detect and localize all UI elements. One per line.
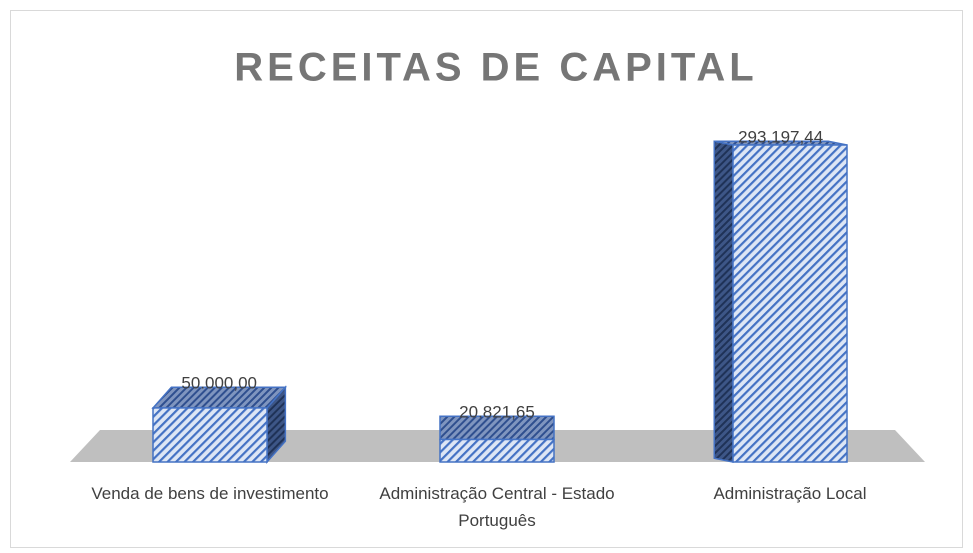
- x-tick-label: Administração Central - Estado Português: [379, 484, 615, 530]
- x-tick-label-box: Administração Local: [713, 484, 867, 503]
- bar-front: [152, 407, 268, 463]
- value-label: 20.821,65: [459, 403, 535, 422]
- x-tick-label: Venda de bens de investimento: [91, 484, 329, 503]
- bar-front: [732, 144, 848, 463]
- bar-front: [439, 438, 555, 463]
- bar-side: [713, 140, 734, 463]
- bar: [151, 385, 288, 464]
- value-label: 293.197,44: [738, 128, 823, 147]
- bar: [713, 140, 848, 463]
- x-tick-label-box: Venda de bens de investimento: [91, 484, 329, 503]
- x-tick-label: Administração Local: [713, 484, 867, 503]
- bar: [439, 415, 555, 463]
- chart-title: RECEITAS DE CAPITAL: [234, 46, 757, 90]
- x-tick-label-box: Administração Central - Estado Português: [379, 484, 615, 530]
- value-label: 50.000,00: [181, 374, 257, 393]
